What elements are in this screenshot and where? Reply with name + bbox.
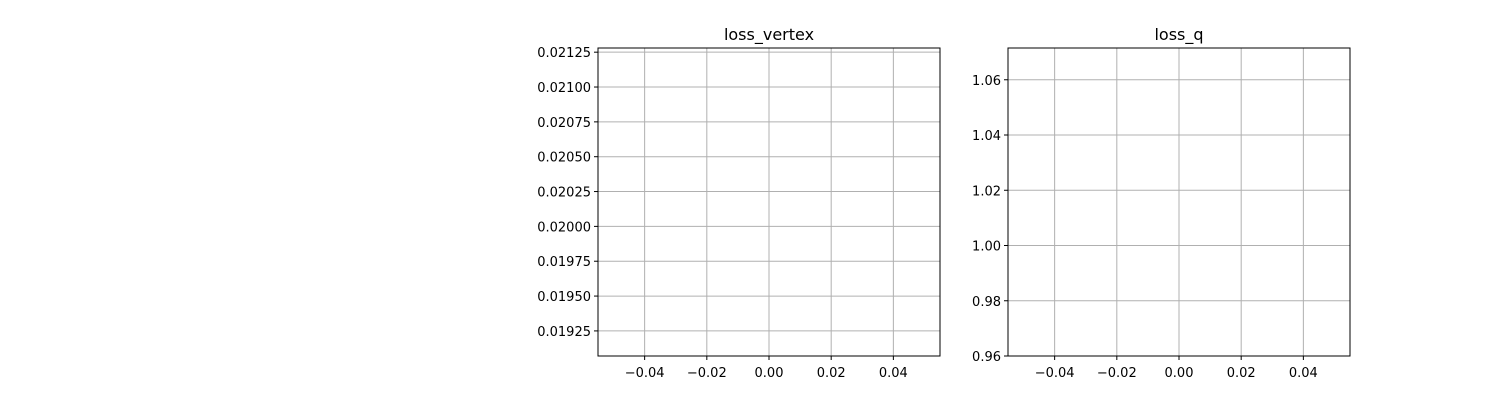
loss-vertex-panel: loss_vertex −0.04 −0.02 0.00 0.02 0.04 0.0192… [537,25,941,381]
chart-title: loss_vertex [724,25,814,45]
y-tick-label: 0.01975 [537,255,591,270]
x-tick-label: 0.04 [1289,366,1318,381]
y-tick-label: 0.01925 [537,325,591,340]
x-tick-label: 0.02 [817,366,846,381]
x-tick-label: 0.00 [755,366,784,381]
y-tick-label: 0.02000 [537,220,591,235]
chart-title: loss_q [1154,25,1203,45]
y-tick-label: 0.02075 [537,116,591,131]
plot-frame [1007,47,1351,357]
x-tick-label: −0.04 [1035,366,1075,381]
y-tick-label: 0.01950 [537,290,591,305]
loss-q-panel: loss_q −0.04 −0.02 0.00 0.02 0.04 0.96 0.98 1.0… [972,25,1351,381]
y-tick-label: 0.02125 [537,46,591,61]
plot-frame [597,47,941,357]
y-tick-label: 1.02 [972,184,1001,199]
y-tick-label: 0.98 [972,295,1001,310]
y-tick-label: 1.06 [972,74,1001,89]
x-tick-label: 0.04 [879,366,908,381]
x-tick-label: −0.02 [687,366,727,381]
y-tick-label: 1.00 [972,240,1001,255]
x-tick-label: 0.00 [1165,366,1194,381]
y-tick-label: 1.04 [972,129,1001,144]
y-tick-label: 0.02050 [537,151,591,166]
x-tick-label: −0.02 [1097,366,1137,381]
y-tick-label: 0.02100 [537,81,591,96]
x-tick-label: 0.02 [1227,366,1256,381]
y-tick-label: 0.02025 [537,186,591,201]
x-tick-label: −0.04 [625,366,665,381]
y-tick-label: 0.96 [972,350,1001,365]
